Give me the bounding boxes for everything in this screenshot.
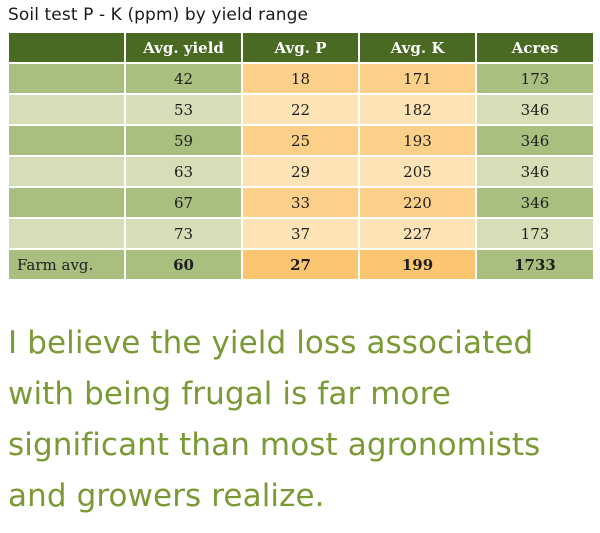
quote-line: I believe the yield loss associated xyxy=(8,325,534,361)
acres-cell: 346 xyxy=(477,126,593,155)
row-label-cell xyxy=(9,157,124,186)
yield-cell: 63 xyxy=(126,157,241,186)
table-row: 42 18 171 173 xyxy=(9,64,593,93)
p-cell: 18 xyxy=(243,64,358,93)
yield-cell: 42 xyxy=(126,64,241,93)
row-label-cell xyxy=(9,219,124,248)
table-row: 59 25 193 346 xyxy=(9,126,593,155)
header-acres: Acres xyxy=(477,33,593,62)
table-row: 53 22 182 346 xyxy=(9,95,593,124)
quote-line: significant than most agronomists xyxy=(8,427,541,463)
row-label-cell xyxy=(9,64,124,93)
row-label-cell xyxy=(9,126,124,155)
yield-cell: 59 xyxy=(126,126,241,155)
acres-cell: 173 xyxy=(477,64,593,93)
farm-avg-acres: 1733 xyxy=(477,250,593,279)
k-cell: 220 xyxy=(360,188,475,217)
farm-avg-p: 27 xyxy=(243,250,358,279)
header-row: Avg. yield Avg. P Avg. K Acres xyxy=(9,33,593,62)
acres-cell: 173 xyxy=(477,219,593,248)
row-label-cell xyxy=(9,95,124,124)
header-avg-k: Avg. K xyxy=(360,33,475,62)
header-avg-p: Avg. P xyxy=(243,33,358,62)
k-cell: 182 xyxy=(360,95,475,124)
header-avg-yield: Avg. yield xyxy=(126,33,241,62)
k-cell: 227 xyxy=(360,219,475,248)
farm-avg-label: Farm avg. xyxy=(9,250,124,279)
p-cell: 22 xyxy=(243,95,358,124)
acres-cell: 346 xyxy=(477,188,593,217)
farm-avg-yield: 60 xyxy=(126,250,241,279)
quote-line: with being frugal is far more xyxy=(8,376,451,412)
table-row: 73 37 227 173 xyxy=(9,219,593,248)
acres-cell: 346 xyxy=(477,157,593,186)
k-cell: 193 xyxy=(360,126,475,155)
pull-quote: I believe the yield loss associated with… xyxy=(8,318,593,522)
yield-cell: 53 xyxy=(126,95,241,124)
acres-cell: 346 xyxy=(477,95,593,124)
k-cell: 205 xyxy=(360,157,475,186)
p-cell: 29 xyxy=(243,157,358,186)
quote-line: and growers realize. xyxy=(8,478,325,514)
k-cell: 171 xyxy=(360,64,475,93)
header-blank xyxy=(9,33,124,62)
p-cell: 33 xyxy=(243,188,358,217)
p-cell: 37 xyxy=(243,219,358,248)
yield-cell: 67 xyxy=(126,188,241,217)
soil-test-table: Avg. yield Avg. P Avg. K Acres 42 18 171… xyxy=(7,31,595,281)
farm-average-row: Farm avg. 60 27 199 1733 xyxy=(9,250,593,279)
p-cell: 25 xyxy=(243,126,358,155)
table-row: 67 33 220 346 xyxy=(9,188,593,217)
row-label-cell xyxy=(9,188,124,217)
yield-cell: 73 xyxy=(126,219,241,248)
table-title: Soil test P - K (ppm) by yield range xyxy=(8,5,309,25)
table-row: 63 29 205 346 xyxy=(9,157,593,186)
farm-avg-k: 199 xyxy=(360,250,475,279)
